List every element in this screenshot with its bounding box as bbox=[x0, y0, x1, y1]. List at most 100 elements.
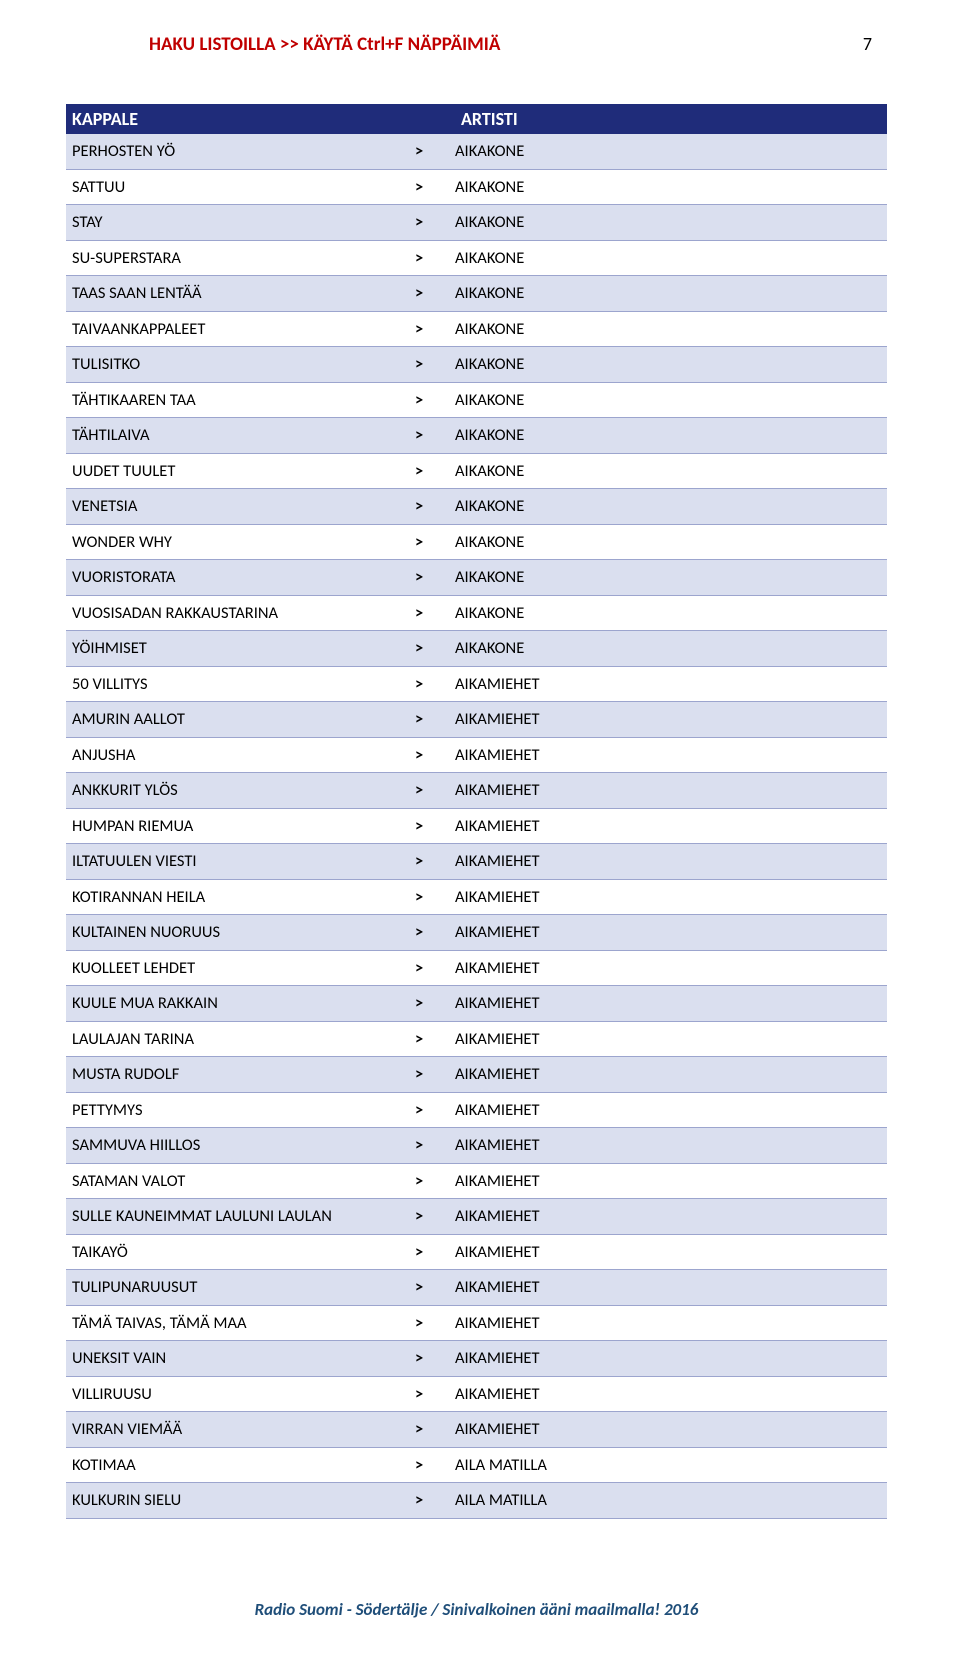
cell-artisti: AIKAMIEHET bbox=[455, 1100, 887, 1120]
cell-separator: > bbox=[415, 1277, 455, 1297]
cell-artisti: AIKAKONE bbox=[455, 425, 887, 445]
cell-separator: > bbox=[415, 1242, 455, 1262]
table-row: HUMPAN RIEMUA>AIKAMIEHET bbox=[66, 809, 887, 845]
cell-artisti: AIKAMIEHET bbox=[455, 922, 887, 942]
cell-kappale: TAIVAANKAPPALEET bbox=[66, 319, 415, 339]
cell-kappale: SAMMUVA HIILLOS bbox=[66, 1135, 415, 1155]
cell-kappale: VIRRAN VIEMÄÄ bbox=[66, 1419, 415, 1439]
cell-separator: > bbox=[415, 496, 455, 516]
cell-separator: > bbox=[415, 780, 455, 800]
cell-kappale: YÖIHMISET bbox=[66, 638, 415, 658]
table-row: TAIVAANKAPPALEET>AIKAKONE bbox=[66, 312, 887, 348]
table-row: TAIKAYÖ>AIKAMIEHET bbox=[66, 1235, 887, 1271]
table-row: STAY>AIKAKONE bbox=[66, 205, 887, 241]
cell-separator: > bbox=[415, 567, 455, 587]
cell-separator: > bbox=[415, 248, 455, 268]
cell-separator: > bbox=[415, 816, 455, 836]
cell-artisti: AIKAKONE bbox=[455, 283, 887, 303]
table-row: VIRRAN VIEMÄÄ>AIKAMIEHET bbox=[66, 1412, 887, 1448]
cell-separator: > bbox=[415, 674, 455, 694]
cell-artisti: AIKAMIEHET bbox=[455, 851, 887, 871]
cell-separator: > bbox=[415, 603, 455, 623]
table-row: PETTYMYS>AIKAMIEHET bbox=[66, 1093, 887, 1129]
cell-separator: > bbox=[415, 1419, 455, 1439]
cell-kappale: TÄHTILAIVA bbox=[66, 425, 415, 445]
cell-artisti: AIKAMIEHET bbox=[455, 745, 887, 765]
cell-artisti: AIKAKONE bbox=[455, 212, 887, 232]
cell-kappale: SATTUU bbox=[66, 177, 415, 197]
table-row: TULIPUNARUUSUT>AIKAMIEHET bbox=[66, 1270, 887, 1306]
table-row: VILLIRUUSU>AIKAMIEHET bbox=[66, 1377, 887, 1413]
cell-kappale: TULISITKO bbox=[66, 354, 415, 374]
cell-kappale: UUDET TUULET bbox=[66, 461, 415, 481]
cell-artisti: AIKAKONE bbox=[455, 177, 887, 197]
table-row: KUULE MUA RAKKAIN>AIKAMIEHET bbox=[66, 986, 887, 1022]
cell-kappale: MUSTA RUDOLF bbox=[66, 1064, 415, 1084]
cell-artisti: AIKAMIEHET bbox=[455, 958, 887, 978]
cell-separator: > bbox=[415, 319, 455, 339]
song-table: KAPPALE ARTISTI PERHOSTEN YÖ>AIKAKONESAT… bbox=[66, 104, 887, 1519]
cell-separator: > bbox=[415, 425, 455, 445]
table-row: 50 VILLITYS>AIKAMIEHET bbox=[66, 667, 887, 703]
cell-kappale: TAIKAYÖ bbox=[66, 1242, 415, 1262]
table-row: SATTUU>AIKAKONE bbox=[66, 170, 887, 206]
cell-kappale: VUOSISADAN RAKKAUSTARINA bbox=[66, 603, 415, 623]
cell-kappale: KULKURIN SIELU bbox=[66, 1490, 415, 1510]
cell-kappale: ANJUSHA bbox=[66, 745, 415, 765]
table-header: KAPPALE ARTISTI bbox=[66, 104, 887, 134]
table-row: KULTAINEN NUORUUS>AIKAMIEHET bbox=[66, 915, 887, 951]
table-row: KULKURIN SIELU>AILA MATILLA bbox=[66, 1483, 887, 1519]
cell-separator: > bbox=[415, 461, 455, 481]
cell-artisti: AIKAMIEHET bbox=[455, 1064, 887, 1084]
table-row: TÄHTILAIVA>AIKAKONE bbox=[66, 418, 887, 454]
col-header-artisti: ARTISTI bbox=[455, 108, 887, 130]
cell-separator: > bbox=[415, 141, 455, 161]
cell-kappale: VILLIRUUSU bbox=[66, 1384, 415, 1404]
cell-kappale: KOTIRANNAN HEILA bbox=[66, 887, 415, 907]
cell-kappale: KOTIMAA bbox=[66, 1455, 415, 1475]
cell-kappale: STAY bbox=[66, 212, 415, 232]
cell-separator: > bbox=[415, 1313, 455, 1333]
cell-separator: > bbox=[415, 638, 455, 658]
cell-kappale: KUOLLEET LEHDET bbox=[66, 958, 415, 978]
table-row: KUOLLEET LEHDET>AIKAMIEHET bbox=[66, 951, 887, 987]
cell-kappale: SULLE KAUNEIMMAT LAULUNI LAULAN bbox=[66, 1206, 415, 1226]
cell-separator: > bbox=[415, 354, 455, 374]
cell-separator: > bbox=[415, 851, 455, 871]
cell-artisti: AIKAMIEHET bbox=[455, 1313, 887, 1333]
table-row: MUSTA RUDOLF>AIKAMIEHET bbox=[66, 1057, 887, 1093]
cell-separator: > bbox=[415, 1064, 455, 1084]
cell-artisti: AIKAMIEHET bbox=[455, 816, 887, 836]
cell-artisti: AIKAKONE bbox=[455, 248, 887, 268]
cell-separator: > bbox=[415, 1029, 455, 1049]
cell-artisti: AIKAKONE bbox=[455, 532, 887, 552]
cell-artisti: AIKAMIEHET bbox=[455, 1348, 887, 1368]
cell-artisti: AIKAKONE bbox=[455, 390, 887, 410]
table-row: ANJUSHA>AIKAMIEHET bbox=[66, 738, 887, 774]
table-row: TÄHTIKAAREN TAA>AIKAKONE bbox=[66, 383, 887, 419]
table-row: WONDER WHY>AIKAKONE bbox=[66, 525, 887, 561]
table-row: SATAMAN VALOT>AIKAMIEHET bbox=[66, 1164, 887, 1200]
cell-separator: > bbox=[415, 177, 455, 197]
cell-kappale: AMURIN AALLOT bbox=[66, 709, 415, 729]
cell-kappale: PERHOSTEN YÖ bbox=[66, 141, 415, 161]
table-row: PERHOSTEN YÖ>AIKAKONE bbox=[66, 134, 887, 170]
cell-kappale: PETTYMYS bbox=[66, 1100, 415, 1120]
cell-artisti: AIKAMIEHET bbox=[455, 1135, 887, 1155]
cell-separator: > bbox=[415, 887, 455, 907]
table-row: AMURIN AALLOT>AIKAMIEHET bbox=[66, 702, 887, 738]
cell-separator: > bbox=[415, 1135, 455, 1155]
table-body: PERHOSTEN YÖ>AIKAKONESATTUU>AIKAKONESTAY… bbox=[66, 134, 887, 1519]
cell-kappale: SATAMAN VALOT bbox=[66, 1171, 415, 1191]
cell-artisti: AIKAMIEHET bbox=[455, 1419, 887, 1439]
cell-separator: > bbox=[415, 532, 455, 552]
table-row: UUDET TUULET>AIKAKONE bbox=[66, 454, 887, 490]
cell-kappale: HUMPAN RIEMUA bbox=[66, 816, 415, 836]
cell-artisti: AIKAKONE bbox=[455, 141, 887, 161]
cell-artisti: AIKAMIEHET bbox=[455, 674, 887, 694]
cell-artisti: AIKAKONE bbox=[455, 567, 887, 587]
table-row: VUOSISADAN RAKKAUSTARINA>AIKAKONE bbox=[66, 596, 887, 632]
cell-artisti: AIKAKONE bbox=[455, 319, 887, 339]
cell-artisti: AIKAMIEHET bbox=[455, 887, 887, 907]
cell-separator: > bbox=[415, 993, 455, 1013]
